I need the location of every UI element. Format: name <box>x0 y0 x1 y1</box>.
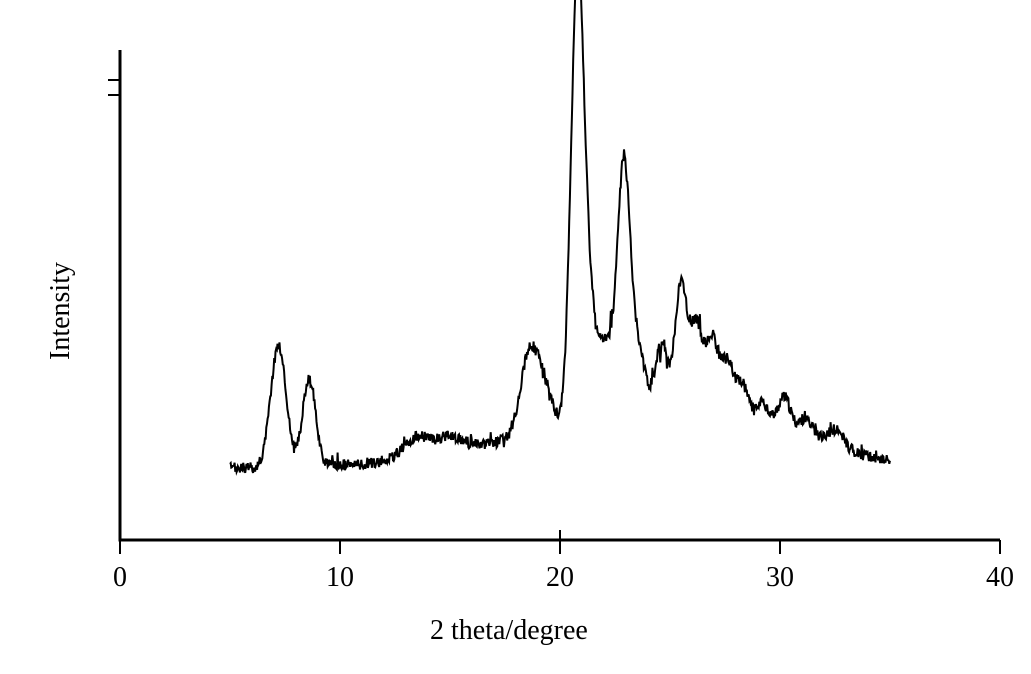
x-tick-label: 10 <box>326 562 354 594</box>
x-tick-label: 30 <box>766 562 794 594</box>
xrd-chart: Intensity 2 theta/degree 0 10 20 30 40 <box>0 0 1031 674</box>
x-tick-label: 20 <box>546 562 574 594</box>
chart-svg <box>0 0 1031 674</box>
x-tick-label: 0 <box>113 562 127 594</box>
x-tick-label: 40 <box>986 562 1014 594</box>
y-axis-label: Intensity <box>45 262 77 360</box>
x-axis-label: 2 theta/degree <box>430 615 588 647</box>
